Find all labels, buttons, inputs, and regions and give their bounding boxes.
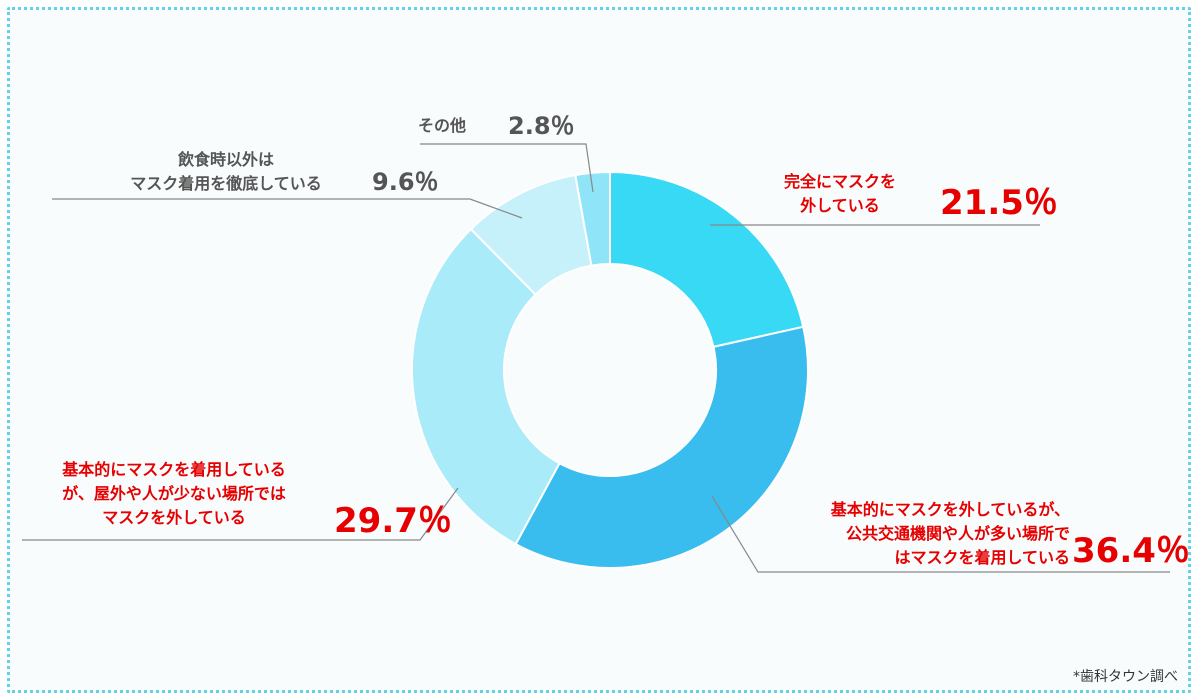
slice-label-mostly-removed: 基本的にマスクを外しているが、 公共交通機関や人が多い場所で はマスクを着用して…: [760, 498, 1070, 570]
slice-label-line: 完全にマスクを: [783, 172, 896, 191]
slice-label-line: 飲食時以外は: [177, 150, 274, 169]
chart-frame: [7, 7, 1191, 693]
slice-label-other: その他: [418, 114, 466, 138]
donut-slice: [609, 170, 805, 349]
slice-label-line: が、屋外や人が少ない場所では: [62, 484, 286, 503]
slice-percent-mostly-worn: 29.7％: [334, 501, 452, 541]
slice-label-full-removal: 完全にマスクを 外している: [740, 170, 940, 218]
leader-line: [711, 495, 1170, 573]
source-note: *歯科タウン調べ: [1073, 669, 1178, 685]
slice-percent-mostly-removed: 36.4％: [1072, 531, 1190, 571]
slice-label-line: 基本的にマスクを着用している: [62, 460, 286, 479]
slice-label-line: はマスクを着用している: [894, 548, 1070, 567]
slice-label-mostly-worn: 基本的にマスクを着用している が、屋外や人が少ない場所では マスクを外している: [24, 458, 324, 530]
leader-line: [52, 198, 523, 219]
donut-slice: [411, 227, 561, 546]
slice-label-worn-except-eating: 飲食時以外は マスク着用を徹底している: [96, 148, 356, 196]
slice-label-line: 基本的にマスクを外しているが、: [830, 500, 1070, 519]
slice-label-line: その他: [418, 116, 467, 135]
slice-label-line: マスク着用を徹底している: [130, 174, 322, 193]
leader-line: [22, 487, 459, 541]
slice-label-line: 外している: [800, 196, 880, 215]
donut-slice: [514, 325, 809, 569]
slice-label-line: 公共交通機関や人が多い場所で: [845, 524, 1070, 543]
slice-percent-full-removal: 21.5％: [940, 183, 1058, 223]
slice-percent-other: 2.8％: [508, 112, 575, 140]
donut-slice: [574, 170, 611, 267]
slice-percent-worn-except-eating: 9.6％: [372, 168, 439, 196]
leader-line: [420, 143, 594, 193]
slice-label-line: マスクを外している: [102, 508, 246, 527]
